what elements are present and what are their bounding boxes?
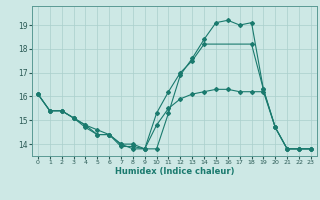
X-axis label: Humidex (Indice chaleur): Humidex (Indice chaleur)	[115, 167, 234, 176]
